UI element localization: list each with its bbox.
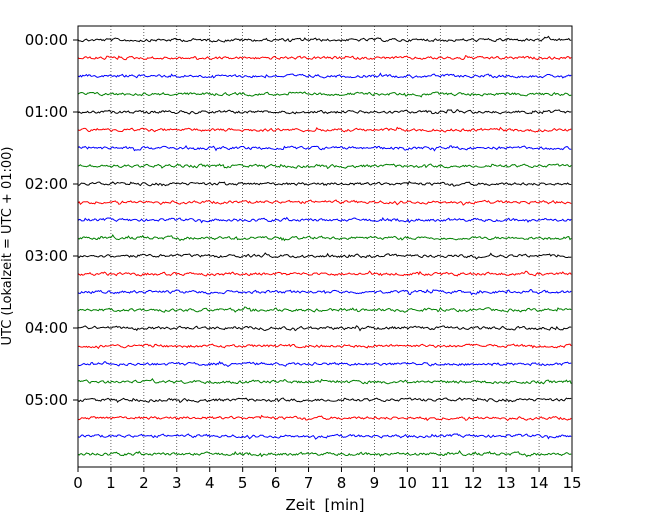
- x-tick-label: 11: [431, 474, 450, 492]
- x-tick-label: 15: [562, 474, 581, 492]
- seismogram-trace-0345: [77, 306, 572, 313]
- seismogram-trace-0500: [77, 397, 572, 404]
- y-tick-label: 02:00: [25, 175, 68, 193]
- seismogram-trace-0445: [77, 378, 572, 385]
- x-tick-label: 7: [304, 474, 314, 492]
- y-tick-label: 03:00: [25, 247, 68, 265]
- x-tick-label: 14: [530, 474, 549, 492]
- x-tick-label: 5: [238, 474, 248, 492]
- seismogram-trace-0015: [77, 55, 572, 61]
- y-axis-label: UTC (Lokalzeit = UTC + 01:00): [0, 147, 15, 346]
- y-tick-label: 01:00: [25, 103, 68, 121]
- seismogram-trace-0430: [77, 360, 572, 368]
- seismogram-trace-0400: [77, 325, 572, 332]
- y-tick-label: 04:00: [25, 319, 68, 337]
- seismogram-trace-0200: [77, 180, 572, 187]
- seismogram-trace-0000: [77, 35, 572, 43]
- plot-frame: [77, 25, 573, 468]
- x-tick-label: 12: [464, 474, 483, 492]
- seismogram-trace-0300: [77, 252, 572, 260]
- x-tick-label: 2: [139, 474, 149, 492]
- x-tick-label: 8: [337, 474, 347, 492]
- trace-layer: [77, 35, 572, 458]
- x-tick-label: 3: [172, 474, 182, 492]
- y-tick-label: 00:00: [25, 31, 68, 49]
- seismogram-trace-0245: [77, 233, 572, 242]
- x-tick-label: 9: [370, 474, 380, 492]
- x-tick-label: 4: [205, 474, 215, 492]
- x-tick-label: 6: [271, 474, 281, 492]
- seismogram-trace-0330: [77, 288, 572, 296]
- seismogram-trace-0145: [77, 163, 572, 170]
- seismogram-trace-0530: [77, 433, 572, 440]
- seismogram-trace-0215: [77, 199, 572, 206]
- seismogram-trace-0415: [77, 343, 572, 350]
- seismogram-trace-0315: [77, 270, 572, 277]
- y-axis: 00:00 01:00 02:00 03:00 04:00 05:00: [25, 31, 78, 409]
- seismogram-trace-0045: [77, 91, 572, 98]
- x-tick-label: 10: [398, 474, 417, 492]
- seismogram-trace-0130: [77, 144, 572, 152]
- x-axis-label: Zeit [min]: [285, 496, 364, 514]
- x-tick-label: 13: [497, 474, 516, 492]
- seismogram-trace-0115: [77, 126, 572, 133]
- seismogram-trace-0030: [77, 72, 572, 79]
- y-tick-label: 05:00: [25, 391, 68, 409]
- seismogram-trace-0515: [77, 414, 572, 422]
- x-axis: 0 1 2 3 4 5 6 7 8 9 10 11 12 13 14 15: [73, 467, 582, 492]
- seismogram-trace-0545: [77, 449, 572, 458]
- seismogram-trace-0230: [77, 216, 572, 224]
- x-tick-label: 1: [106, 474, 116, 492]
- seismogram-trace-0100: [77, 109, 572, 115]
- x-tick-label: 0: [73, 474, 83, 492]
